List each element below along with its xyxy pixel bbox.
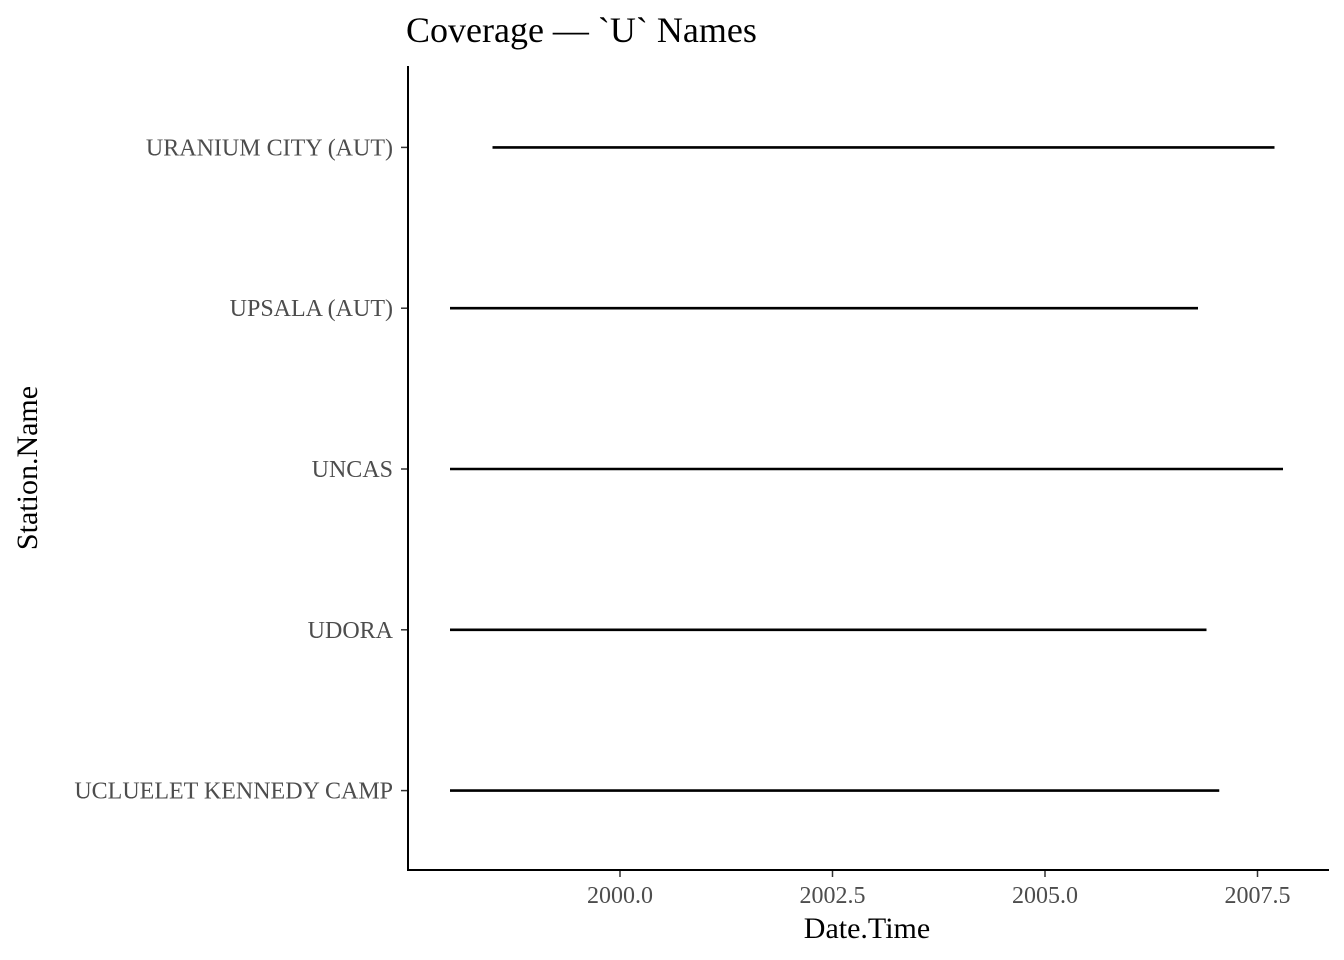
- x-tick-label: 2007.5: [1225, 883, 1291, 909]
- chart-title: Coverage — `U` Names: [406, 10, 757, 50]
- x-axis-labels: 2000.0 2002.5 2005.0 2007.5: [587, 870, 1291, 909]
- y-tick-label: UDORA: [308, 618, 394, 644]
- y-tick-label: UCLUELET KENNEDY CAMP: [74, 779, 393, 805]
- y-tick-label: UPSALA (AUT): [230, 296, 393, 322]
- y-tick-label: UNCAS: [312, 457, 393, 483]
- x-axis-title: Date.Time: [804, 912, 930, 945]
- y-tick-label: URANIUM CITY (AUT): [146, 135, 393, 161]
- x-tick-label: 2000.0: [587, 883, 653, 909]
- y-axis-title: Station.Name: [11, 386, 44, 550]
- coverage-segments: [450, 146, 1283, 792]
- x-tick-label: 2002.5: [800, 883, 866, 909]
- y-axis-labels: UCLUELET KENNEDY CAMP UDORA UNCAS UPSALA (A…: [74, 135, 408, 805]
- x-tick-label: 2005.0: [1012, 883, 1078, 909]
